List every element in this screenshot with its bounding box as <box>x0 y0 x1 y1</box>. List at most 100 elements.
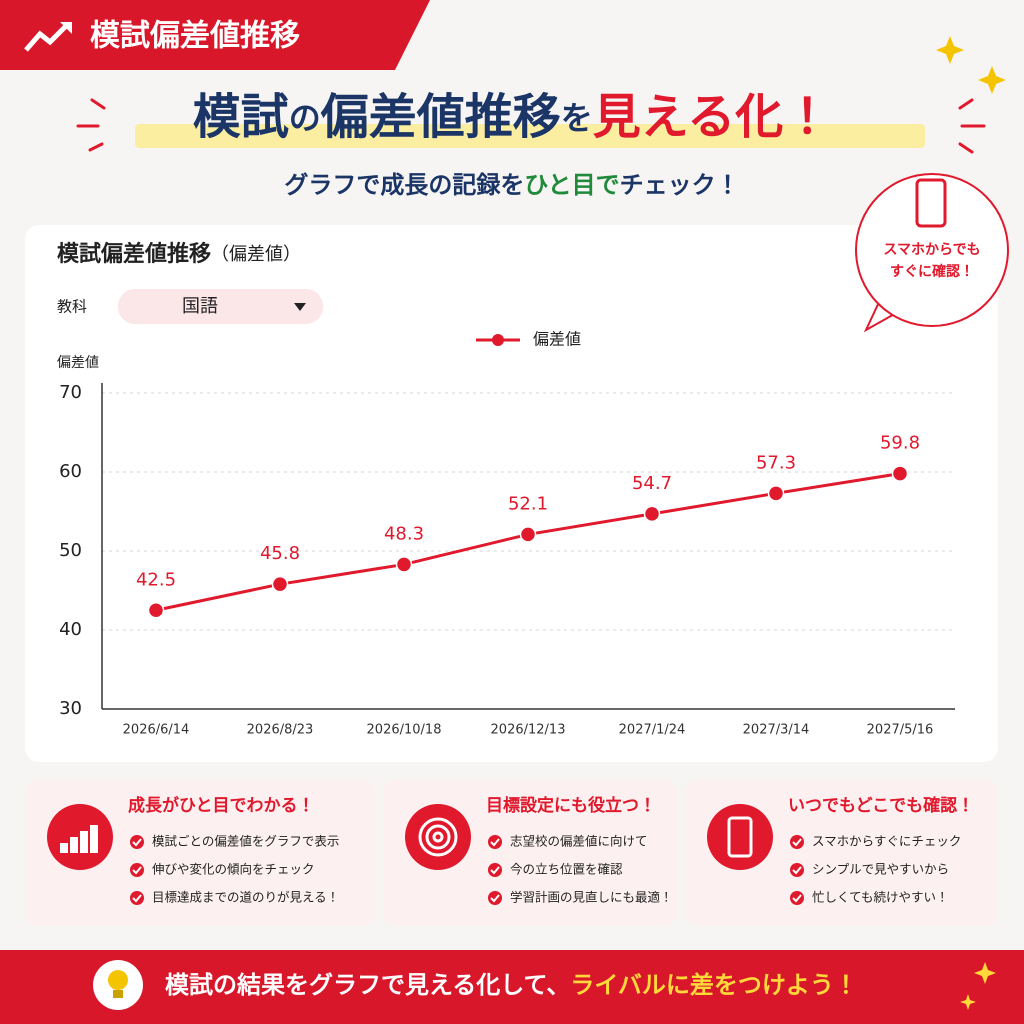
subject-select[interactable]: 国語 <box>118 289 323 324</box>
check-icon <box>130 891 144 905</box>
feature-item: 模試ごとの偏差値をグラフで表示 <box>152 834 339 849</box>
check-icon <box>130 835 144 849</box>
x-tick-label: 2027/3/14 <box>743 723 810 738</box>
check-mark <box>490 894 500 903</box>
check-icon <box>488 863 502 877</box>
check-mark <box>132 866 142 875</box>
x-tick-label: 2026/6/14 <box>123 723 190 738</box>
subject-value[interactable]: 国語 <box>182 296 218 317</box>
check-mark <box>792 894 802 903</box>
subheadline-part: ひと目で <box>524 171 619 199</box>
data-point <box>395 556 413 573</box>
icon-bar <box>60 843 68 853</box>
data-point <box>767 485 785 502</box>
subheadline: グラフで成長の記録をひと目でチェック！ <box>284 171 739 199</box>
footer-part: ライバルに差をつけよう！ <box>570 971 858 999</box>
check-mark <box>792 866 802 875</box>
footer-part: 模試の結果をグラフで見える化して、 <box>165 971 570 999</box>
data-point <box>147 602 165 619</box>
feature-title: 成長がひと目でわかる！ <box>128 795 315 816</box>
feature-card <box>25 780 375 925</box>
feature-item: 目標達成までの道のりが見える！ <box>152 890 339 905</box>
headline-accents <box>76 98 986 154</box>
check-mark <box>132 838 142 847</box>
check-icon <box>790 835 804 849</box>
sparkle <box>978 66 1006 94</box>
value-label: 57.3 <box>756 452 796 473</box>
feature-title: 目標設定にも役立つ！ <box>486 795 656 816</box>
headline-part: 模試 <box>193 89 289 145</box>
bulb-base <box>113 990 123 998</box>
headline-part: を <box>561 99 593 137</box>
value-label: 42.5 <box>136 569 176 590</box>
icon-ring <box>418 817 458 857</box>
y-tick-label: 60 <box>59 461 82 482</box>
headline-highlight <box>135 124 925 148</box>
trend-icon-arrow <box>60 22 72 34</box>
y-tick-label: 40 <box>59 619 82 640</box>
data-point <box>271 575 289 593</box>
x-tick-label: 2026/8/23 <box>247 723 314 738</box>
feature-title: いつでもどこでも確認！ <box>788 795 974 816</box>
subheadline-part: チェック！ <box>620 171 740 199</box>
sparkle <box>974 962 996 984</box>
x-tick-label: 2026/10/18 <box>367 723 442 738</box>
check-mark <box>132 894 142 903</box>
plot: 30 40 50 60 70 2026/6/14 2026/8/23 2026/10/18 20… <box>59 330 955 738</box>
badge <box>855 173 1009 327</box>
check-icon <box>488 891 502 905</box>
headline: 模試の偏差値推移を見える化！ <box>193 89 832 145</box>
chart-title: 模試偏差値推移（偏差値） <box>57 241 301 267</box>
feature-item: シンプルで見やすいから <box>812 862 949 877</box>
chart-card <box>25 225 998 762</box>
check-icon <box>130 863 144 877</box>
sparkle <box>960 994 976 1010</box>
badge-line: すぐに確認！ <box>890 263 974 280</box>
feature-item: 学習計画の見直しにも最適！ <box>510 890 673 905</box>
trend-icon <box>24 22 70 52</box>
subject-select-bg[interactable] <box>118 289 323 324</box>
feature-item: 忙しくても続けやすい！ <box>812 890 949 905</box>
badge-line: スマホからでも <box>883 242 980 258</box>
icon-bar <box>90 825 98 853</box>
x-tick-label: 2027/1/24 <box>619 723 686 738</box>
chart-title-text: 模試偏差値推移 <box>57 241 211 267</box>
footer-band <box>0 950 1024 1024</box>
phone-icon <box>915 178 947 228</box>
subject-label: 教科 <box>57 298 87 316</box>
feature-item: 伸びや変化の傾向をチェック <box>152 862 315 877</box>
y-tick-label: 50 <box>59 540 82 561</box>
x-tick-label: 2026/12/13 <box>491 723 566 738</box>
x-tick-label: 2027/5/16 <box>867 723 934 738</box>
value-label: 48.3 <box>384 523 424 544</box>
check-icon <box>790 891 804 905</box>
value-label: 45.8 <box>260 543 300 564</box>
headline-part: 偏差値推移 <box>320 89 561 145</box>
feature-item: 志望校の偏差値に向けて <box>510 834 648 849</box>
value-label: 52.1 <box>508 493 548 514</box>
feature-icon <box>405 804 471 870</box>
data-point <box>643 505 661 523</box>
sparkle <box>936 36 964 64</box>
headline-part: の <box>289 99 321 137</box>
feature-cards: 成長がひと目でわかる！模試ごとの偏差値をグラフで表示伸びや変化の傾向をチェック目… <box>25 780 998 925</box>
legend-label: 偏差値 <box>533 330 581 349</box>
header-tag-bg <box>0 0 430 70</box>
check-mark <box>792 838 802 847</box>
chart-unit: （偏差値） <box>211 244 301 265</box>
check-mark <box>490 866 500 875</box>
check-icon <box>790 863 804 877</box>
feature-icon <box>707 804 773 870</box>
y-tick-label: 30 <box>59 698 82 719</box>
value-label: 54.7 <box>632 473 672 494</box>
headline-part: 見える化！ <box>593 89 832 145</box>
icon-bar <box>80 831 88 853</box>
feature-item: スマホからすぐにチェック <box>812 834 961 849</box>
bulb-icon <box>108 970 128 990</box>
legend-marker <box>492 334 504 346</box>
check-icon <box>488 835 502 849</box>
icon-ring <box>425 824 451 850</box>
dropdown-arrow[interactable] <box>294 303 306 311</box>
